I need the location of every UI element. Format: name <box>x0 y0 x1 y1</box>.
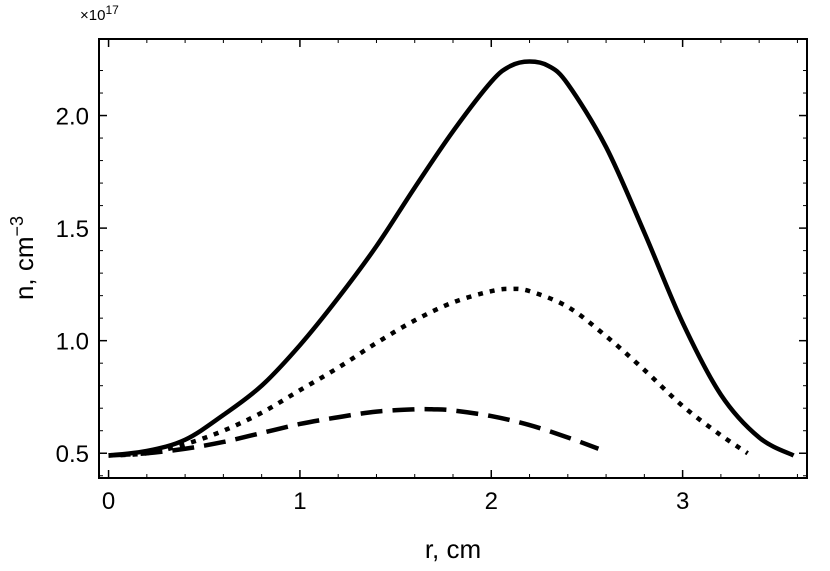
x-tick-label: 3 <box>676 488 689 515</box>
x-axis-label: r, cm <box>425 534 481 564</box>
x-tick-label: 0 <box>102 488 115 515</box>
y-axis-label: n, cm−3 <box>7 216 39 300</box>
y-tick-label: 2.0 <box>56 104 89 131</box>
y-tick-label: 0.5 <box>56 441 89 468</box>
y-multiplier-label: ×1017 <box>80 3 119 24</box>
x-tick-label: 2 <box>485 488 498 515</box>
plot-frame <box>98 38 808 479</box>
y-tick-label: 1.0 <box>56 329 89 356</box>
y-tick-label: 1.5 <box>56 216 89 243</box>
ticks: 0 1 2 3 0.5 1.0 1.5 2.0 <box>56 39 807 515</box>
series-line-solid <box>108 59 795 458</box>
y-axis-label-base: n, cm <box>9 236 39 300</box>
series-line-dashed <box>108 406 600 458</box>
y-multiplier-base: ×10 <box>80 7 105 24</box>
series-lines <box>108 59 795 458</box>
series-line-dotted <box>108 286 749 458</box>
y-multiplier-exponent: 17 <box>105 3 119 17</box>
x-tick-label: 1 <box>293 488 306 515</box>
y-axis-label-exponent: −3 <box>7 216 27 237</box>
